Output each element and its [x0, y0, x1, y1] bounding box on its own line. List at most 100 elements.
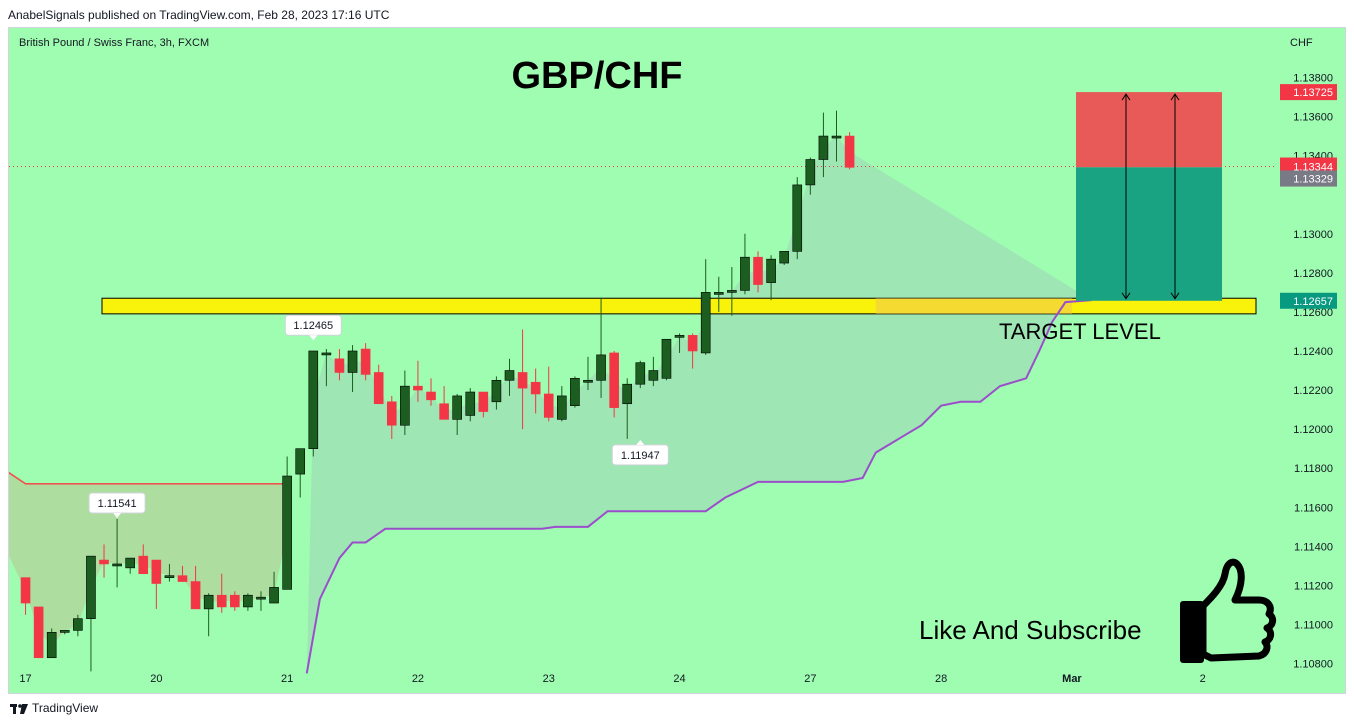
candle-25 [347, 345, 358, 393]
x-tick-label: 2 [1200, 673, 1206, 685]
candle-41 [557, 386, 567, 422]
candle-11 [164, 563, 175, 582]
candle-body [674, 335, 685, 338]
chart-frame[interactable]: 1.11541 1.12465 1.11947 1.13800 1.13600 1.13… [8, 27, 1346, 694]
thumbs-up-icon [1180, 558, 1277, 663]
candle-body [661, 338, 672, 379]
candle-body [138, 555, 149, 575]
candle-body [543, 393, 554, 418]
candles [20, 110, 855, 672]
candle-22 [308, 350, 319, 457]
candle-56 [753, 251, 763, 293]
price-axis: 1.138001.136001.134001.130001.128001.126… [1280, 72, 1337, 671]
y-tick-label: 1.12000 [1293, 424, 1333, 436]
candle-body [373, 372, 384, 405]
candle-34 [465, 388, 476, 422]
y-tick-label: 1.12600 [1293, 307, 1333, 319]
candle-39 [530, 368, 541, 414]
candle-43 [583, 356, 593, 391]
price-label-box [1280, 170, 1337, 187]
candle-1 [33, 606, 44, 659]
candle-body [465, 391, 476, 416]
candle-body [713, 292, 724, 295]
price-label-box [1280, 84, 1337, 101]
candle-body [557, 395, 567, 420]
candle-10 [151, 559, 162, 609]
candle-body [203, 594, 214, 610]
candle-0 [20, 577, 31, 615]
candle-29 [400, 370, 410, 435]
callout-text: 1.11947 [621, 450, 660, 462]
x-tick-label: 21 [281, 673, 293, 685]
candle-42 [570, 376, 580, 408]
candle-body [321, 352, 332, 356]
supertrend-lines [9, 166, 1277, 674]
y-tick-label: 1.13000 [1293, 229, 1333, 241]
supertrend-up-fill [306, 136, 1092, 674]
candle-32 [439, 386, 449, 420]
callout-text: 1.11541 [98, 498, 137, 510]
candle-body [478, 391, 489, 412]
x-tick-label: 24 [673, 673, 685, 685]
price-label-text: 1.12657 [1293, 296, 1333, 308]
y-tick-label: 1.11800 [1294, 463, 1333, 475]
candle-49 [661, 338, 672, 381]
candle-body [256, 596, 266, 600]
candle-body [59, 630, 70, 633]
candle-body [112, 563, 122, 567]
candle-33 [452, 393, 462, 435]
price-label-stop: 1.13725 [1280, 84, 1337, 101]
candle-50 [674, 333, 685, 353]
x-tick-label: 23 [543, 673, 555, 685]
x-tick-label: 28 [935, 673, 947, 685]
candle-body [151, 559, 162, 584]
price-callouts: 1.11541 1.12465 1.11947 [88, 314, 669, 519]
callout-pointer [309, 335, 318, 341]
y-tick-label: 1.11200 [1294, 580, 1333, 592]
candle-51 [687, 333, 698, 369]
candle-57 [766, 255, 776, 301]
price-label-text: 1.13725 [1293, 87, 1333, 99]
y-tick-label: 1.12800 [1293, 268, 1333, 280]
y-tick-label: 1.12200 [1293, 385, 1333, 397]
candle-52 [700, 259, 711, 355]
candle-body [360, 348, 371, 375]
candle-62 [831, 110, 842, 162]
y-tick-label: 1.11600 [1294, 502, 1333, 514]
y-tick-label: 1.11400 [1294, 541, 1333, 553]
price-label-target: 1.12657 [1280, 292, 1337, 309]
short-position-tool [1076, 92, 1222, 301]
candle-55 [740, 233, 750, 295]
candle-40 [543, 366, 554, 422]
tradingview-footer[interactable]: TradingView [10, 701, 98, 715]
candle-46 [622, 378, 633, 439]
target-band-overlap [875, 298, 1072, 314]
candle-body [125, 557, 135, 569]
arrow-head-down-0 [1121, 292, 1131, 300]
candle-8 [125, 557, 135, 574]
supertrend-up-line [305, 299, 1092, 674]
candle-body [517, 372, 528, 389]
candle-body [439, 403, 449, 420]
candle-60 [805, 157, 816, 195]
candle-23 [321, 349, 332, 387]
candle-body [99, 559, 109, 565]
candle-28 [386, 395, 397, 439]
candle-body [73, 618, 83, 631]
price-callout-2: 1.11947 [611, 439, 669, 466]
candle-body [596, 354, 606, 381]
candle-body [635, 362, 646, 385]
candle-5 [86, 555, 96, 672]
callout-pointer [636, 439, 645, 445]
candle-48 [648, 356, 659, 387]
arrow-head-up-0 [1121, 93, 1131, 101]
candle-9 [138, 544, 149, 575]
candle-35 [478, 391, 489, 418]
candle-body [46, 632, 57, 659]
candle-body [740, 256, 750, 291]
price-chart[interactable]: 1.11541 1.12465 1.11947 1.13800 1.13600 1.13… [9, 28, 1345, 693]
candle-body [491, 379, 502, 403]
candle-2 [46, 628, 57, 659]
candle-body [753, 256, 763, 285]
candle-body [282, 475, 292, 590]
